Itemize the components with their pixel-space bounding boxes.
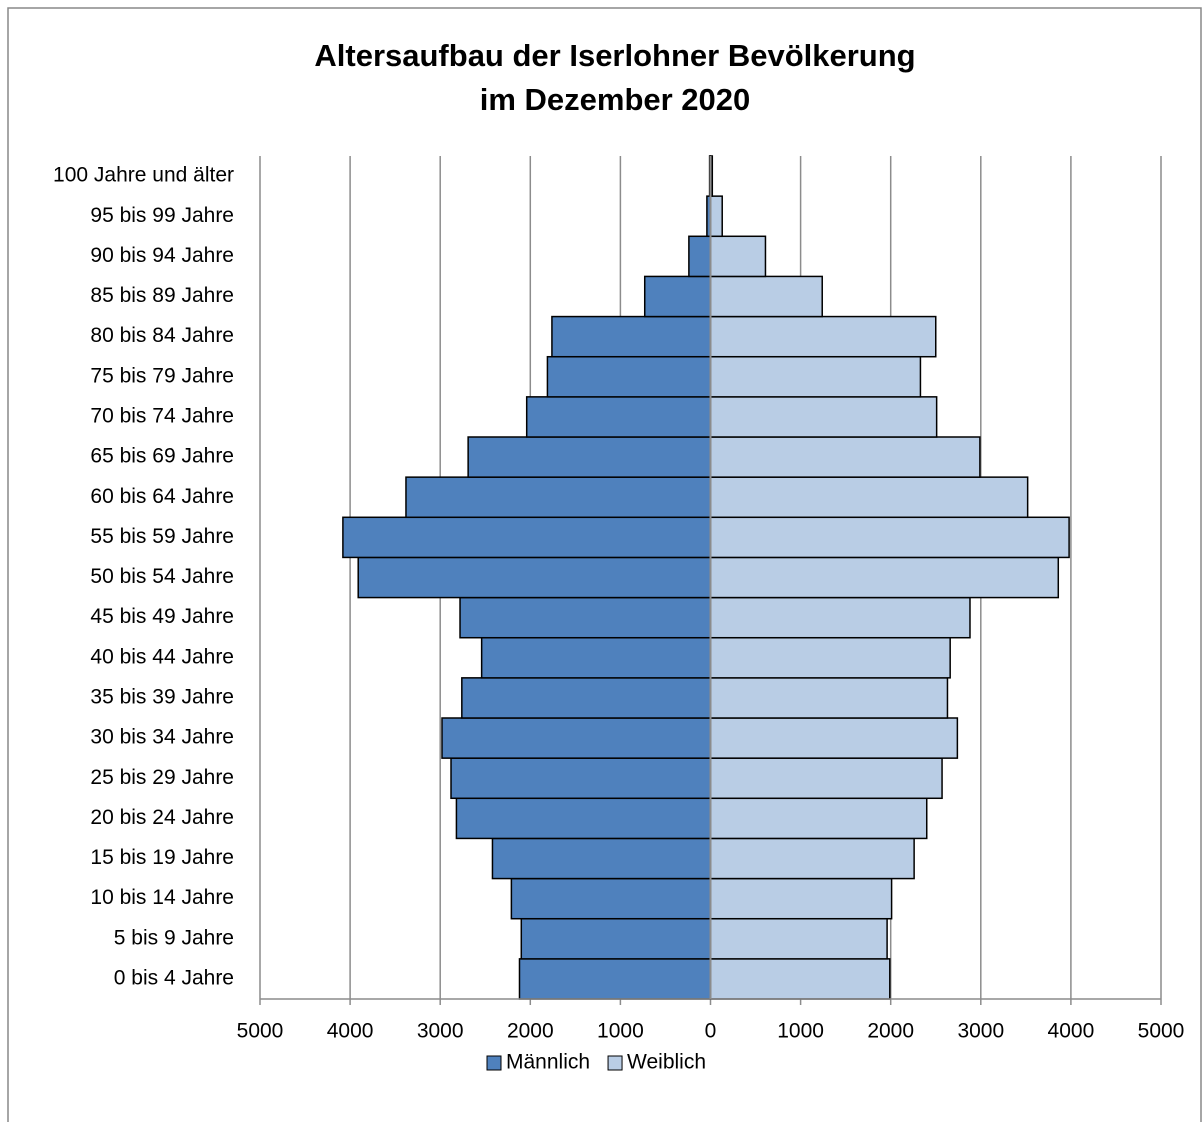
bar bbox=[480, 636, 712, 679]
y-tick-label: 0 bis 4 Jahre bbox=[114, 966, 234, 989]
bar bbox=[709, 556, 1060, 599]
x-tick-label: 4000 bbox=[327, 1020, 374, 1043]
bar bbox=[643, 275, 712, 318]
bar bbox=[709, 757, 943, 800]
bar bbox=[709, 355, 922, 398]
y-tick-label: 65 bis 69 Jahre bbox=[90, 445, 234, 468]
y-tick-label: 5 bis 9 Jahre bbox=[114, 926, 234, 949]
bar bbox=[551, 315, 712, 358]
x-tick-label: 1000 bbox=[777, 1020, 824, 1043]
bar bbox=[467, 436, 712, 478]
x-tick-label: 2000 bbox=[867, 1020, 914, 1043]
bar bbox=[405, 476, 712, 519]
bar bbox=[709, 436, 981, 478]
y-tick-label: 10 bis 14 Jahre bbox=[90, 886, 234, 909]
bar bbox=[342, 516, 712, 559]
bar bbox=[709, 917, 888, 960]
y-tick-label: 30 bis 34 Jahre bbox=[90, 726, 234, 749]
bar bbox=[520, 917, 712, 960]
bar bbox=[709, 636, 951, 679]
x-tick-label: 3000 bbox=[957, 1020, 1004, 1043]
y-tick-label: 55 bis 59 Jahre bbox=[90, 525, 234, 548]
chart-title: im Dezember 2020 bbox=[480, 82, 751, 117]
x-tick-label: 4000 bbox=[1048, 1020, 1095, 1043]
bar bbox=[450, 757, 712, 800]
bar bbox=[441, 717, 712, 759]
y-tick-label: 45 bis 49 Jahre bbox=[90, 605, 234, 628]
bar bbox=[461, 677, 712, 719]
y-tick-label: 95 bis 99 Jahre bbox=[90, 204, 234, 227]
chart-title: Altersaufbau der Iserlohner Bevölkerung bbox=[314, 38, 915, 73]
bar bbox=[709, 516, 1070, 559]
y-tick-label: 85 bis 89 Jahre bbox=[90, 284, 234, 307]
bar bbox=[709, 717, 959, 759]
legend-swatch bbox=[486, 1055, 502, 1071]
bar bbox=[459, 596, 712, 639]
x-tick-label: 1000 bbox=[597, 1020, 644, 1043]
legend-label: Weiblich bbox=[627, 1051, 706, 1074]
x-tick-label: 2000 bbox=[507, 1020, 554, 1043]
x-tick-label: 5000 bbox=[237, 1020, 284, 1043]
y-tick-label: 80 bis 84 Jahre bbox=[90, 324, 234, 347]
y-tick-label: 100 Jahre und älter bbox=[53, 164, 234, 187]
bar bbox=[709, 877, 893, 920]
bar bbox=[709, 596, 971, 639]
bar bbox=[546, 355, 712, 398]
bar bbox=[455, 797, 712, 840]
y-tick-label: 50 bis 54 Jahre bbox=[90, 565, 234, 588]
y-tick-label: 20 bis 24 Jahre bbox=[90, 806, 234, 829]
bar bbox=[518, 958, 712, 1000]
bar bbox=[709, 837, 915, 880]
y-tick-label: 60 bis 64 Jahre bbox=[90, 485, 234, 508]
bar bbox=[709, 396, 938, 438]
legend-label: Männlich bbox=[506, 1051, 590, 1074]
bar bbox=[709, 476, 1029, 519]
bar bbox=[709, 195, 723, 238]
y-tick-label: 75 bis 79 Jahre bbox=[90, 364, 234, 387]
x-tick-label: 5000 bbox=[1138, 1020, 1185, 1043]
y-tick-label: 40 bis 44 Jahre bbox=[90, 645, 234, 668]
bar bbox=[709, 797, 928, 840]
bar bbox=[357, 556, 712, 599]
y-tick-label: 35 bis 39 Jahre bbox=[90, 685, 234, 708]
bar bbox=[510, 877, 712, 920]
legend-swatch bbox=[607, 1055, 623, 1071]
x-tick-label: 0 bbox=[705, 1020, 717, 1043]
bar bbox=[709, 315, 937, 358]
x-tick-label: 3000 bbox=[417, 1020, 464, 1043]
bar bbox=[709, 958, 891, 1000]
y-tick-label: 70 bis 74 Jahre bbox=[90, 404, 234, 427]
y-tick-label: 90 bis 94 Jahre bbox=[90, 244, 234, 267]
bar bbox=[709, 235, 767, 278]
bar bbox=[709, 677, 949, 719]
bar bbox=[709, 275, 823, 318]
bar bbox=[688, 235, 712, 278]
chart-border bbox=[7, 7, 1202, 1122]
y-tick-label: 25 bis 29 Jahre bbox=[90, 766, 234, 789]
y-tick-label: 15 bis 19 Jahre bbox=[90, 846, 234, 869]
bar bbox=[491, 837, 712, 880]
bar bbox=[525, 396, 712, 438]
